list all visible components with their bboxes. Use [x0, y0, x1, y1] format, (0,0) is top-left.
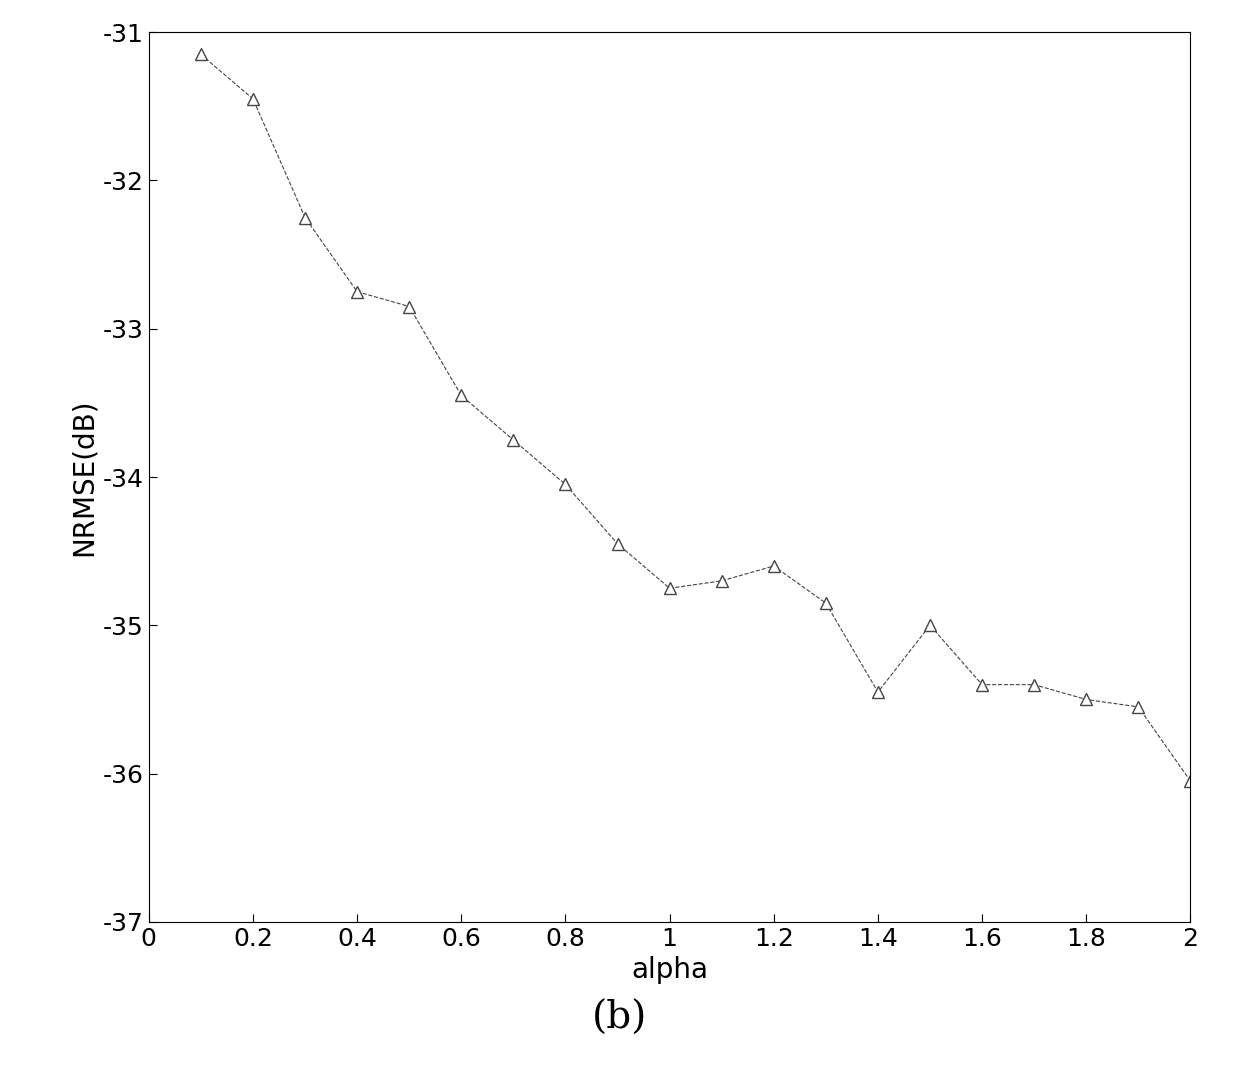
Y-axis label: NRMSE(dB): NRMSE(dB) — [69, 399, 98, 555]
X-axis label: alpha: alpha — [631, 956, 708, 984]
Text: (b): (b) — [593, 1000, 647, 1037]
